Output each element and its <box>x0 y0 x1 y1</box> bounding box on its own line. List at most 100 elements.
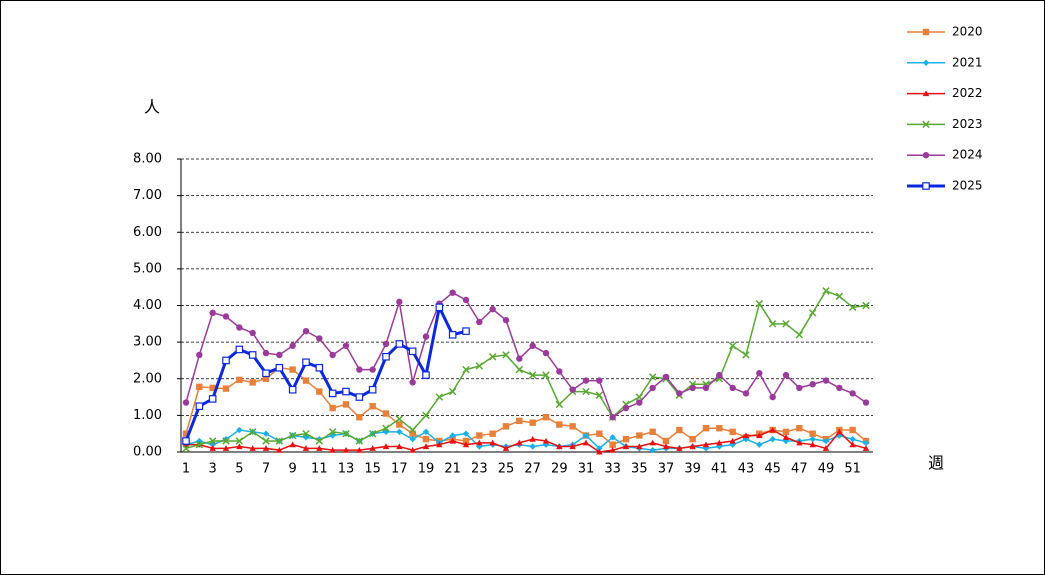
marker <box>395 415 404 423</box>
marker <box>422 435 430 443</box>
marker <box>235 345 244 354</box>
series-line <box>185 291 867 419</box>
marker <box>329 351 336 359</box>
marker <box>449 437 456 444</box>
marker <box>275 437 284 445</box>
marker <box>195 402 204 411</box>
marker <box>636 443 643 450</box>
x-tick-label: 31 <box>578 462 595 477</box>
x-tick-label: 25 <box>498 462 515 477</box>
marker <box>849 441 856 448</box>
marker <box>355 437 364 445</box>
marker <box>849 435 856 443</box>
marker <box>448 387 457 396</box>
marker <box>368 385 377 394</box>
marker <box>596 445 603 452</box>
marker <box>222 437 230 445</box>
y-tick-label: 7.00 <box>133 188 162 203</box>
marker <box>809 381 816 388</box>
marker <box>476 432 483 439</box>
marker <box>236 376 243 384</box>
marker <box>342 401 350 408</box>
series <box>182 287 870 453</box>
marker <box>262 430 270 437</box>
marker <box>236 324 243 331</box>
marker <box>702 424 710 432</box>
marker <box>516 355 523 362</box>
marker <box>609 441 616 448</box>
marker <box>649 446 656 454</box>
marker <box>276 351 283 359</box>
marker <box>248 351 257 359</box>
y-axis-label: 人 <box>144 98 160 117</box>
marker <box>408 347 417 356</box>
marker <box>689 443 696 450</box>
marker <box>542 414 550 421</box>
marker <box>409 379 416 386</box>
marker <box>182 399 190 406</box>
marker <box>395 340 404 348</box>
marker <box>502 316 510 324</box>
marker <box>596 377 603 384</box>
marker <box>396 428 403 436</box>
x-tick-label: 27 <box>524 462 541 477</box>
x-axis-label: 週 <box>928 454 944 473</box>
marker <box>542 349 550 357</box>
marker <box>462 437 470 445</box>
y-tick-label: 2.00 <box>133 371 162 386</box>
marker <box>488 353 497 361</box>
marker <box>262 445 270 451</box>
marker <box>356 366 363 373</box>
legend-marker <box>922 152 930 159</box>
marker <box>716 424 723 432</box>
marker <box>542 437 550 444</box>
marker <box>662 443 670 450</box>
marker <box>182 444 190 453</box>
marker <box>276 446 283 453</box>
marker <box>315 437 324 445</box>
marker <box>862 439 870 447</box>
marker <box>809 435 816 443</box>
marker <box>862 445 870 451</box>
y-tick-label: 3.00 <box>133 335 162 350</box>
marker <box>622 435 630 443</box>
marker <box>796 384 803 392</box>
marker <box>756 432 763 439</box>
x-tick-label: 17 <box>391 462 408 477</box>
marker <box>316 445 323 451</box>
marker <box>422 411 430 420</box>
marker <box>836 428 843 435</box>
marker <box>249 379 256 386</box>
marker <box>235 437 244 445</box>
legend-label: 2023 <box>952 117 983 131</box>
marker <box>288 431 297 440</box>
x-tick-label: 19 <box>418 462 435 477</box>
marker <box>516 439 523 446</box>
marker <box>209 384 216 392</box>
marker <box>422 333 430 340</box>
y-tick-label: 1.00 <box>133 408 162 423</box>
series-line <box>184 302 467 442</box>
marker <box>729 428 736 436</box>
marker <box>529 419 536 426</box>
legend-label: 2025 <box>952 179 983 193</box>
marker <box>822 445 830 451</box>
marker <box>209 445 216 451</box>
marker <box>368 429 377 438</box>
y-tick-label: 8.00 <box>133 152 162 167</box>
marker <box>676 426 683 434</box>
marker <box>222 313 230 320</box>
marker <box>222 445 230 451</box>
marker <box>515 365 524 374</box>
marker <box>462 327 470 335</box>
marker <box>329 404 336 412</box>
marker <box>236 426 243 434</box>
marker <box>782 320 790 328</box>
marker <box>208 437 217 445</box>
marker <box>302 327 310 335</box>
series-line <box>186 429 867 453</box>
marker <box>702 441 710 448</box>
marker <box>328 389 337 398</box>
x-tick-label: 21 <box>444 462 461 477</box>
legend-label: 2024 <box>952 148 983 162</box>
